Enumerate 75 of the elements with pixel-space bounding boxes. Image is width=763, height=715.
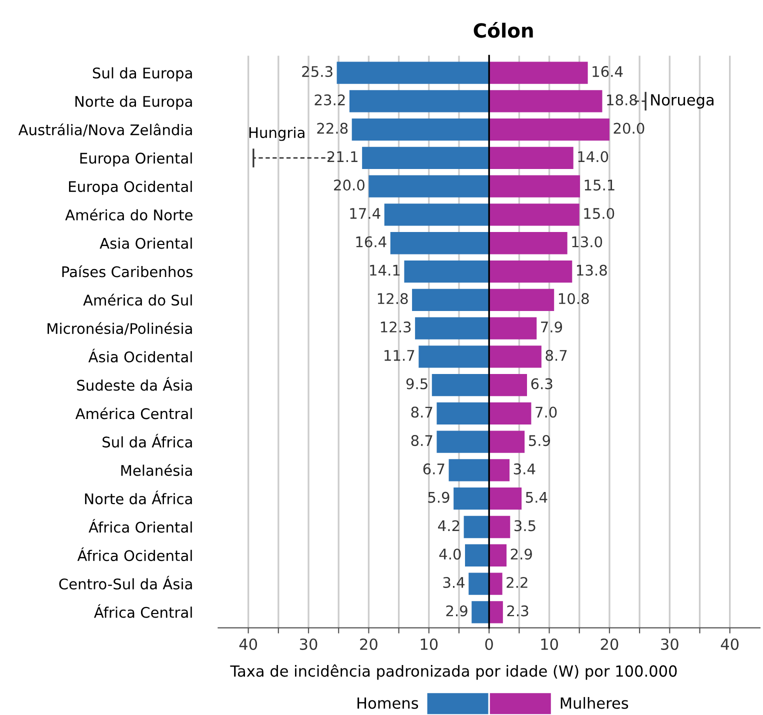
data-label: 12.3 [380,321,411,333]
data-label: 9.5 [406,378,428,390]
data-label: 2.9 [446,605,468,616]
data-label: 25.3 [302,66,332,78]
data-label: 6.7 [423,463,444,474]
data-label: 2.3 [507,605,528,616]
data-label: 18.8 [607,94,637,106]
annotation: Hungria [249,126,304,141]
y-tick-label: Austrália/Nova Zelândia [18,123,192,136]
data-label: 15.0 [584,208,614,219]
data-label: 4.2 [438,520,460,532]
y-tick-label: Sul da África [102,434,192,448]
y-tick-label: Europa Oriental [80,152,192,167]
y-tick-label: América Central [75,407,192,420]
data-label: 17.4 [350,208,380,219]
data-label: 16.4 [592,66,623,78]
data-label: 15.1 [584,180,614,191]
legend-label: Mulheres [560,697,628,709]
y-tick-label: Países Caribenhos [62,265,193,278]
y-tick-label: Europa Ocidental [69,180,192,195]
annotation: Noruega [651,94,714,109]
x-tick-label: 10 [420,638,438,650]
data-label: 3.4 [443,576,465,588]
data-label: 2.9 [510,548,532,560]
y-tick-label: Micronésia/Polinésia [48,322,192,336]
data-label: 3.4 [514,463,536,474]
data-label: 11.7 [384,350,414,361]
data-label: 21.1 [327,151,358,162]
y-tick-label: América do Sul [83,294,192,306]
y-tick-label: Melanésia [121,464,192,476]
y-tick-label: Sudeste da Ásia [77,377,192,391]
data-label: 7.9 [541,321,562,333]
data-label: 6.3 [531,378,552,390]
x-tick-label: 20 [360,638,378,650]
y-tick-label: Asia Oriental [100,238,192,249]
y-tick-label: Centro-Sul da Ásia [59,576,192,590]
x-tick-label: 40 [239,638,258,650]
x-tick-label: 30 [300,638,318,650]
data-label: 8.7 [411,435,432,446]
data-label: 13.8 [577,264,607,276]
x-tick-label: 40 [720,638,739,650]
data-label: 14.1 [370,264,400,276]
x-tick-label: 10 [541,638,558,650]
data-label: 8.7 [411,406,432,418]
data-label: 13.0 [572,236,602,248]
x-tick-label: 30 [661,638,678,650]
data-label: 20.0 [614,122,644,134]
data-label: 7.0 [536,406,557,418]
y-tick-label: África Oriental [88,519,192,533]
x-axis-title: Taxa de incidência padronizada por idade (W) por 100.000 [230,664,677,680]
data-label: 22.8 [317,122,348,134]
data-label: 10.8 [558,293,589,304]
y-tick-label: Norte da Europa [75,96,192,110]
data-label: 8.7 [546,350,567,361]
y-tick-label: Sul da Europa [92,67,192,82]
data-label: 3.5 [514,520,536,532]
data-label: 4.0 [439,548,461,560]
x-tick-label: 20 [600,638,618,650]
y-tick-label: Norte da África [85,490,192,504]
data-label: 20.0 [334,180,364,191]
y-tick-label: África Central [94,604,192,618]
legend-label: Homens [358,698,418,709]
data-label: 14.0 [578,151,608,162]
data-label: 5.4 [526,492,548,503]
data-label: 12.8 [378,293,408,304]
data-label: 5.9 [528,435,550,446]
data-label: 16.4 [356,236,386,248]
data-label: 23.2 [314,94,345,106]
data-label: 2.2 [506,576,528,588]
y-tick-label: Ásia Ocidental [88,348,192,362]
chart-title: Cólon [474,22,533,38]
data-label: 5.9 [428,492,450,503]
x-tick-label: 0 [485,638,493,650]
y-tick-label: África Ocidental [77,547,192,562]
y-tick-label: América do Norte [65,208,192,220]
